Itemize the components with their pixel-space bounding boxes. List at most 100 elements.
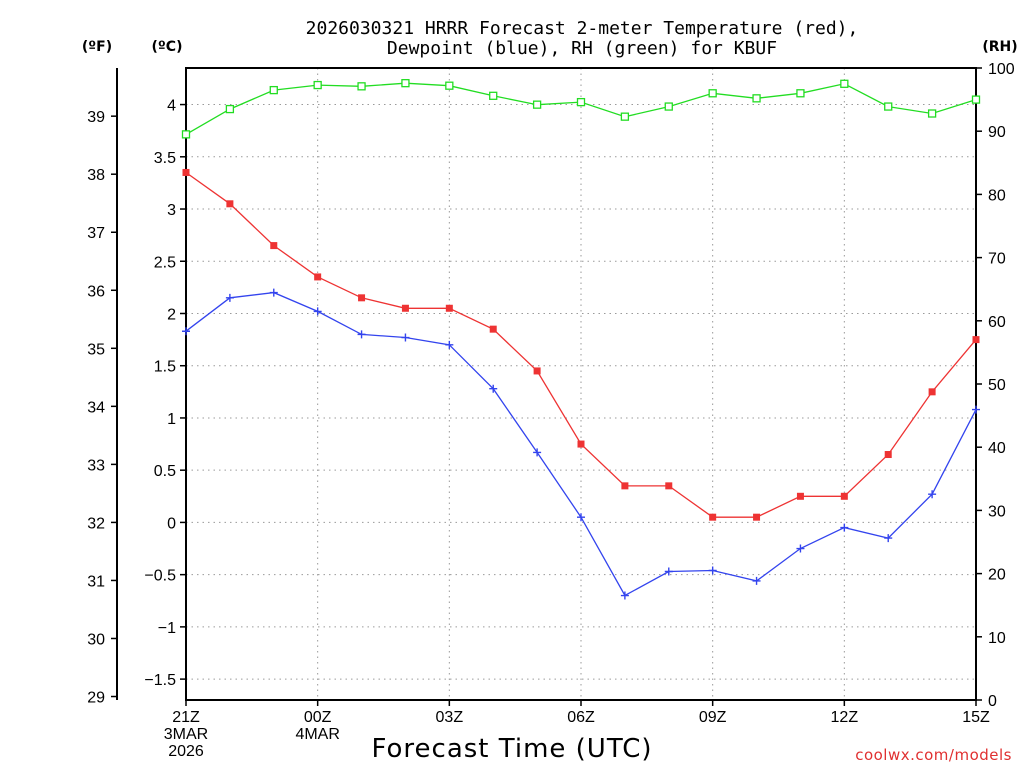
celsius-tick-label: −0.5 — [144, 568, 176, 585]
dewpoint-point — [225, 293, 234, 302]
fahrenheit-tick-label: 30 — [87, 631, 105, 648]
fahrenheit-tick-label: 35 — [87, 341, 105, 358]
rh-point — [313, 80, 322, 90]
rh-tick-label: 0 — [988, 693, 997, 710]
rh-point — [181, 130, 191, 139]
rh-point — [576, 97, 586, 107]
temperature-point — [314, 273, 322, 281]
dewpoint-point — [401, 333, 410, 342]
data-series — [181, 79, 981, 600]
temperature-point — [709, 513, 717, 521]
fahrenheit-tick-label: 34 — [87, 399, 105, 416]
dewpoint-point — [577, 513, 585, 522]
rh-point — [708, 89, 717, 98]
celsius-tick-label: 1 — [167, 411, 176, 428]
x-tick-label: 15Z — [962, 709, 990, 726]
fahrenheit-tick-label: 32 — [87, 515, 105, 532]
celsius-tick-label: 4 — [167, 98, 176, 115]
dewpoint-point — [357, 330, 366, 339]
fahrenheit-tick-label: 37 — [87, 225, 105, 242]
x-tick-label: 09Z — [699, 709, 727, 726]
temperature-point — [577, 440, 585, 448]
rh-point — [269, 85, 278, 95]
celsius-tick-label: 1.5 — [154, 359, 176, 376]
dewpoint-point — [182, 327, 190, 336]
rh-point — [884, 102, 893, 111]
x-tick-label: 3MAR — [164, 726, 208, 743]
temperature-point — [753, 513, 761, 521]
rh-tick-label: 40 — [988, 440, 1006, 457]
celsius-unit-label: (ºC) — [152, 39, 183, 55]
fahrenheit-tick-label: 36 — [87, 283, 105, 300]
temperature-point — [972, 336, 980, 344]
rh-tick-label: 80 — [988, 187, 1006, 204]
x-tick-label: 00Z — [304, 709, 332, 726]
temperature-point — [182, 168, 190, 176]
rh-point — [401, 79, 410, 88]
dewpoint-point — [840, 523, 849, 532]
temperature-point — [796, 492, 804, 500]
temperature-point — [533, 367, 541, 375]
x-tick-label: 12Z — [831, 709, 859, 726]
temperature-point — [489, 325, 497, 333]
rh-point — [445, 81, 454, 90]
dewpoint-point — [533, 448, 542, 457]
rh-point — [620, 112, 630, 121]
rh-point — [752, 94, 761, 103]
rh-point — [489, 91, 498, 100]
dewpoint-point — [796, 544, 805, 553]
temperature-point — [665, 482, 673, 490]
rh-point — [796, 89, 805, 98]
rh-tick-label: 50 — [988, 377, 1006, 394]
dewpoint-point — [664, 567, 673, 576]
celsius-tick-label: 3 — [167, 202, 176, 219]
temperature-point — [358, 294, 366, 302]
temperature-point — [445, 304, 453, 312]
fahrenheit-unit-label: (ºF) — [82, 39, 112, 55]
rh-point — [840, 79, 849, 88]
rh-unit-label: (RH) — [982, 39, 1017, 55]
rh-point — [357, 82, 366, 91]
rh-point — [532, 100, 542, 109]
fahrenheit-tick-label: 39 — [87, 109, 105, 126]
fahrenheit-tick-label: 38 — [87, 167, 105, 184]
rh-point — [927, 109, 937, 118]
celsius-tick-label: 0.5 — [154, 463, 176, 480]
credit-text: coolwx.com/models — [855, 746, 1012, 764]
temperature-point — [621, 482, 629, 490]
dewpoint-point — [752, 576, 761, 585]
chart-title-line1: 2026030321 HRRR Forecast 2-meter Tempera… — [306, 18, 859, 39]
x-tick-label: 2026 — [168, 743, 204, 760]
celsius-tick-label: 0 — [167, 515, 176, 532]
x-tick-label: 03Z — [436, 709, 464, 726]
dewpoint-point — [269, 288, 278, 297]
fahrenheit-tick-label: 33 — [87, 457, 105, 474]
temperature-point — [840, 492, 848, 500]
x-tick-label: 21Z — [172, 709, 200, 726]
temperature-point — [884, 451, 892, 459]
fahrenheit-tick-label: 29 — [87, 690, 105, 707]
temperature-point — [928, 388, 936, 396]
rh-tick-label: 100 — [988, 61, 1015, 78]
dewpoint-point — [884, 534, 893, 543]
rh-tick-label: 10 — [988, 630, 1006, 647]
x-tick-label: 06Z — [567, 709, 595, 726]
rh-point — [664, 102, 673, 111]
dewpoint-point — [620, 591, 629, 600]
celsius-tick-label: 2.5 — [154, 254, 176, 271]
dewpoint-point — [972, 405, 980, 414]
dewpoint-point — [708, 566, 717, 575]
celsius-tick-label: −1.5 — [144, 672, 176, 689]
temperature-point — [226, 200, 234, 208]
rh-tick-label: 60 — [988, 314, 1006, 331]
celsius-tick-label: −1 — [158, 620, 176, 637]
temperature-point — [270, 242, 278, 250]
x-tick-label: 4MAR — [295, 726, 339, 743]
chart-title-line2: Dewpoint (blue), RH (green) for KBUF — [387, 38, 777, 59]
celsius-tick-label: 2 — [167, 306, 176, 323]
rh-point — [225, 104, 235, 114]
temperature-point — [401, 304, 409, 312]
x-axis-title: Forecast Time (UTC) — [371, 734, 652, 764]
